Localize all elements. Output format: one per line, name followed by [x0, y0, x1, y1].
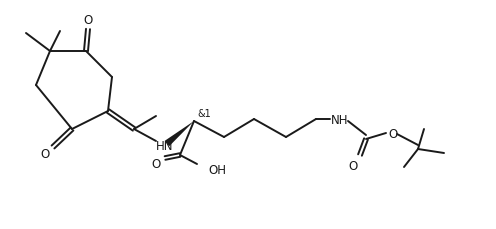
- Text: &1: &1: [197, 109, 211, 118]
- Text: O: O: [348, 159, 358, 172]
- Text: O: O: [40, 147, 50, 160]
- Text: O: O: [151, 158, 161, 171]
- Text: OH: OH: [208, 163, 226, 176]
- Text: NH: NH: [331, 113, 349, 126]
- Text: HN: HN: [156, 140, 174, 153]
- Text: O: O: [388, 127, 398, 140]
- Polygon shape: [165, 121, 194, 147]
- Text: O: O: [83, 14, 93, 26]
